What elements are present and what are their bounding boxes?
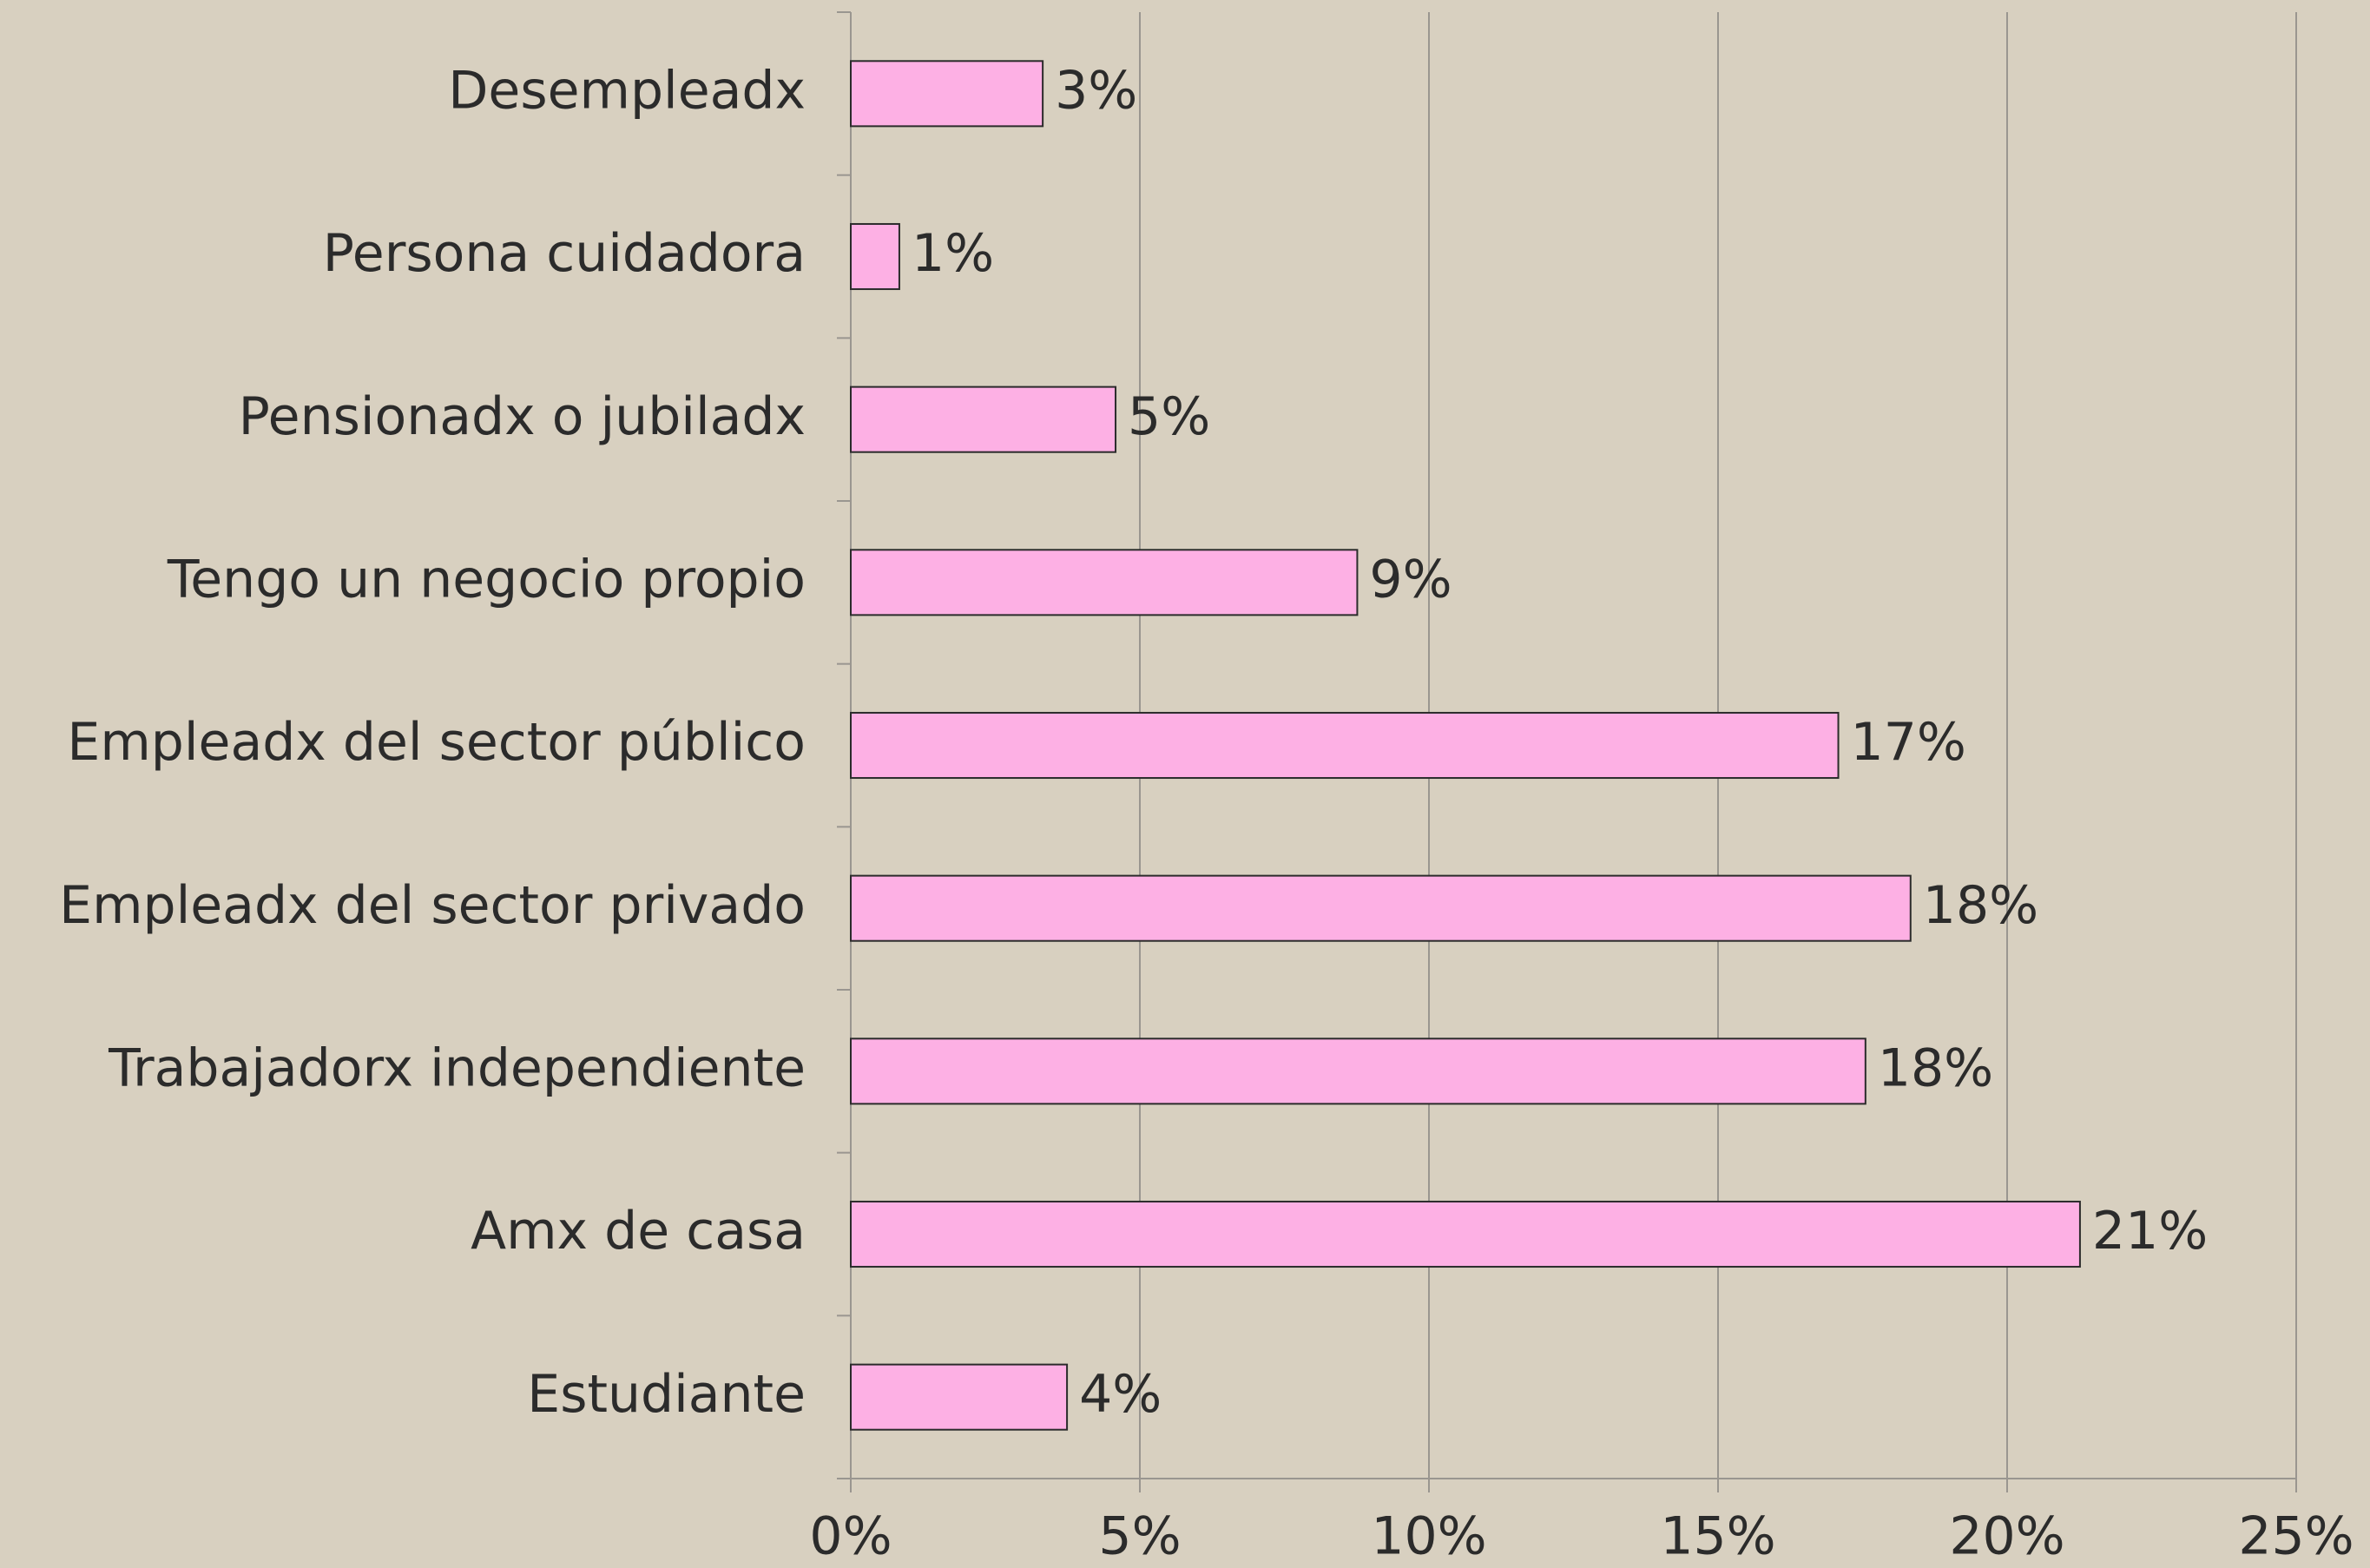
bar bbox=[850, 711, 1840, 780]
x-tick-label: 0% bbox=[809, 1506, 892, 1567]
bar bbox=[850, 1363, 1069, 1431]
value-label: 21% bbox=[2092, 1201, 2208, 1262]
x-tick-label: 20% bbox=[1949, 1506, 2064, 1567]
x-tick-label: 5% bbox=[1098, 1506, 1181, 1567]
y-tick-label: Estudiante bbox=[527, 1364, 806, 1425]
x-tick-label: 25% bbox=[2238, 1506, 2354, 1567]
y-tick-label: Trabajadorx independiente bbox=[108, 1038, 806, 1098]
value-label: 9% bbox=[1369, 549, 1452, 609]
value-label: 1% bbox=[912, 223, 994, 284]
value-label: 17% bbox=[1851, 712, 1966, 773]
y-tick-label: Amx de casa bbox=[471, 1201, 806, 1262]
value-label: 5% bbox=[1128, 386, 1210, 447]
bar bbox=[850, 874, 1912, 942]
x-tick-label: 15% bbox=[1660, 1506, 1775, 1567]
value-label: 3% bbox=[1055, 60, 1137, 121]
x-tick-label: 10% bbox=[1371, 1506, 1486, 1567]
bar bbox=[850, 1200, 2081, 1268]
bar bbox=[850, 1038, 1866, 1105]
bar bbox=[850, 385, 1117, 453]
y-tick-label: Pensionadx o jubiladx bbox=[239, 386, 806, 447]
bar bbox=[850, 222, 900, 291]
y-tick-label: Empleadx del sector público bbox=[67, 712, 806, 773]
value-label: 18% bbox=[1923, 875, 2038, 936]
bar bbox=[850, 60, 1044, 128]
value-label: 4% bbox=[1079, 1364, 1162, 1425]
y-tick-label: Empleadx del sector privado bbox=[59, 875, 806, 936]
bar bbox=[850, 549, 1359, 616]
value-label: 18% bbox=[1878, 1038, 1993, 1098]
y-tick-label: Persona cuidadora bbox=[323, 223, 806, 284]
y-tick-label: Desempleadx bbox=[448, 60, 806, 121]
y-tick-label: Tengo un negocio propio bbox=[167, 549, 806, 609]
